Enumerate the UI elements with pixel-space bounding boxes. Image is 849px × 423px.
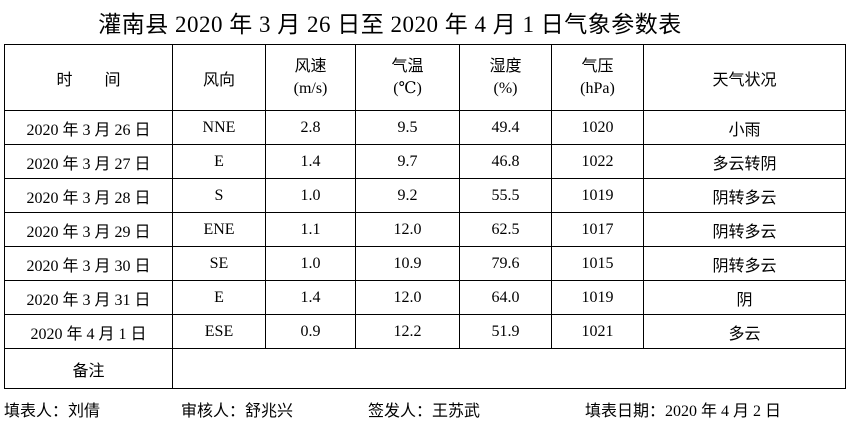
cell-wind-direction: E [172,144,266,179]
cell-pressure: 1021 [551,314,644,349]
header-humidity-label: 湿度 [489,57,522,75]
cell-weather: 阴转多云 [643,178,846,213]
cell-wind-speed: 1.4 [265,144,356,179]
cell-date: 2020 年 3 月 27 日 [4,144,173,179]
cell-weather: 阴 [643,280,846,315]
table-row: 2020 年 3 月 31 日 E 1.4 12.0 64.0 1019 阴 [4,280,846,315]
cell-weather: 多云转阴 [643,144,846,179]
weather-table: 时 间 风向 风速 (m/s) 气温 (℃) 湿度 (%) 气压 (hPa) [4,44,846,389]
issued-by-label: 签发人：王苏武 [368,403,481,420]
cell-humidity: 46.8 [459,144,552,179]
cell-temperature: 12.0 [355,212,460,247]
cell-humidity: 51.9 [459,314,552,349]
cell-humidity: 64.0 [459,280,552,315]
header-humidity: 湿度 (%) [459,44,552,111]
header-humidity-unit: (%) [493,79,518,97]
cell-wind-direction: NNE [172,110,266,145]
cell-date: 2020 年 3 月 31 日 [4,280,173,315]
remarks-value [172,348,846,389]
cell-pressure: 1019 [551,178,644,213]
cell-wind-direction: ENE [172,212,266,247]
reviewed-by-label: 审核人：舒兆兴 [181,403,294,420]
cell-wind-direction: S [172,178,266,213]
header-wind-speed: 风速 (m/s) [265,44,356,111]
header-pressure: 气压 (hPa) [551,44,644,111]
cell-humidity: 62.5 [459,212,552,247]
fill-date-label: 填表日期：2020 年 4 月 2 日 [585,403,782,420]
cell-date: 2020 年 3 月 30 日 [4,246,173,281]
cell-pressure: 1019 [551,280,644,315]
cell-temperature: 9.2 [355,178,460,213]
cell-pressure: 1022 [551,144,644,179]
filled-by-label: 填表人：刘倩 [4,403,101,420]
cell-pressure: 1015 [551,246,644,281]
header-weather: 天气状况 [643,44,846,111]
cell-wind-speed: 1.1 [265,212,356,247]
cell-temperature: 9.7 [355,144,460,179]
cell-humidity: 79.6 [459,246,552,281]
cell-weather: 阴转多云 [643,212,846,247]
cell-wind-speed: 0.9 [265,314,356,349]
cell-date: 2020 年 3 月 28 日 [4,178,173,213]
remarks-row: 备注 [4,348,846,389]
cell-humidity: 49.4 [459,110,552,145]
header-temperature: 气温 (℃) [355,44,460,111]
cell-weather: 小雨 [643,110,846,145]
header-wind-direction: 风向 [172,44,266,111]
header-time: 时 间 [4,44,173,111]
cell-temperature: 12.0 [355,280,460,315]
header-pressure-label: 气压 [581,57,614,75]
cell-wind-speed: 1.0 [265,246,356,281]
cell-wind-speed: 1.4 [265,280,356,315]
cell-temperature: 9.5 [355,110,460,145]
header-wind-speed-unit: (m/s) [293,79,328,97]
cell-date: 2020 年 4 月 1 日 [4,314,173,349]
cell-pressure: 1020 [551,110,644,145]
cell-wind-direction: ESE [172,314,266,349]
table-row: 2020 年 3 月 29 日 ENE 1.1 12.0 62.5 1017 阴… [4,212,846,247]
header-temperature-label: 气温 [391,57,424,75]
table-row: 2020 年 3 月 27 日 E 1.4 9.7 46.8 1022 多云转阴 [4,144,846,179]
header-pressure-unit: (hPa) [580,79,615,97]
cell-weather: 阴转多云 [643,246,846,281]
cell-temperature: 12.2 [355,314,460,349]
signature-footer: 填表人：刘倩 审核人：舒兆兴 签发人：王苏武 填表日期：2020 年 4 月 2… [0,388,849,423]
remarks-label: 备注 [4,348,173,389]
cell-weather: 多云 [643,314,846,349]
cell-temperature: 10.9 [355,246,460,281]
cell-pressure: 1017 [551,212,644,247]
header-wind-speed-label: 风速 [294,57,327,75]
cell-wind-direction: E [172,280,266,315]
cell-wind-direction: SE [172,246,266,281]
table-row: 2020 年 4 月 1 日 ESE 0.9 12.2 51.9 1021 多云 [4,314,846,349]
cell-humidity: 55.5 [459,178,552,213]
cell-date: 2020 年 3 月 26 日 [4,110,173,145]
cell-wind-speed: 1.0 [265,178,356,213]
table-row: 2020 年 3 月 28 日 S 1.0 9.2 55.5 1019 阴转多云 [4,178,846,213]
table-header-row: 时 间 风向 风速 (m/s) 气温 (℃) 湿度 (%) 气压 (hPa) [4,44,846,111]
page-title: 灌南县 2020 年 3 月 26 日至 2020 年 4 月 1 日气象参数表 [98,12,682,37]
table-row: 2020 年 3 月 26 日 NNE 2.8 9.5 49.4 1020 小雨 [4,110,846,145]
cell-wind-speed: 2.8 [265,110,356,145]
table-row: 2020 年 3 月 30 日 SE 1.0 10.9 79.6 1015 阴转… [4,246,846,281]
header-temperature-unit: (℃) [393,79,422,97]
cell-date: 2020 年 3 月 29 日 [4,212,173,247]
